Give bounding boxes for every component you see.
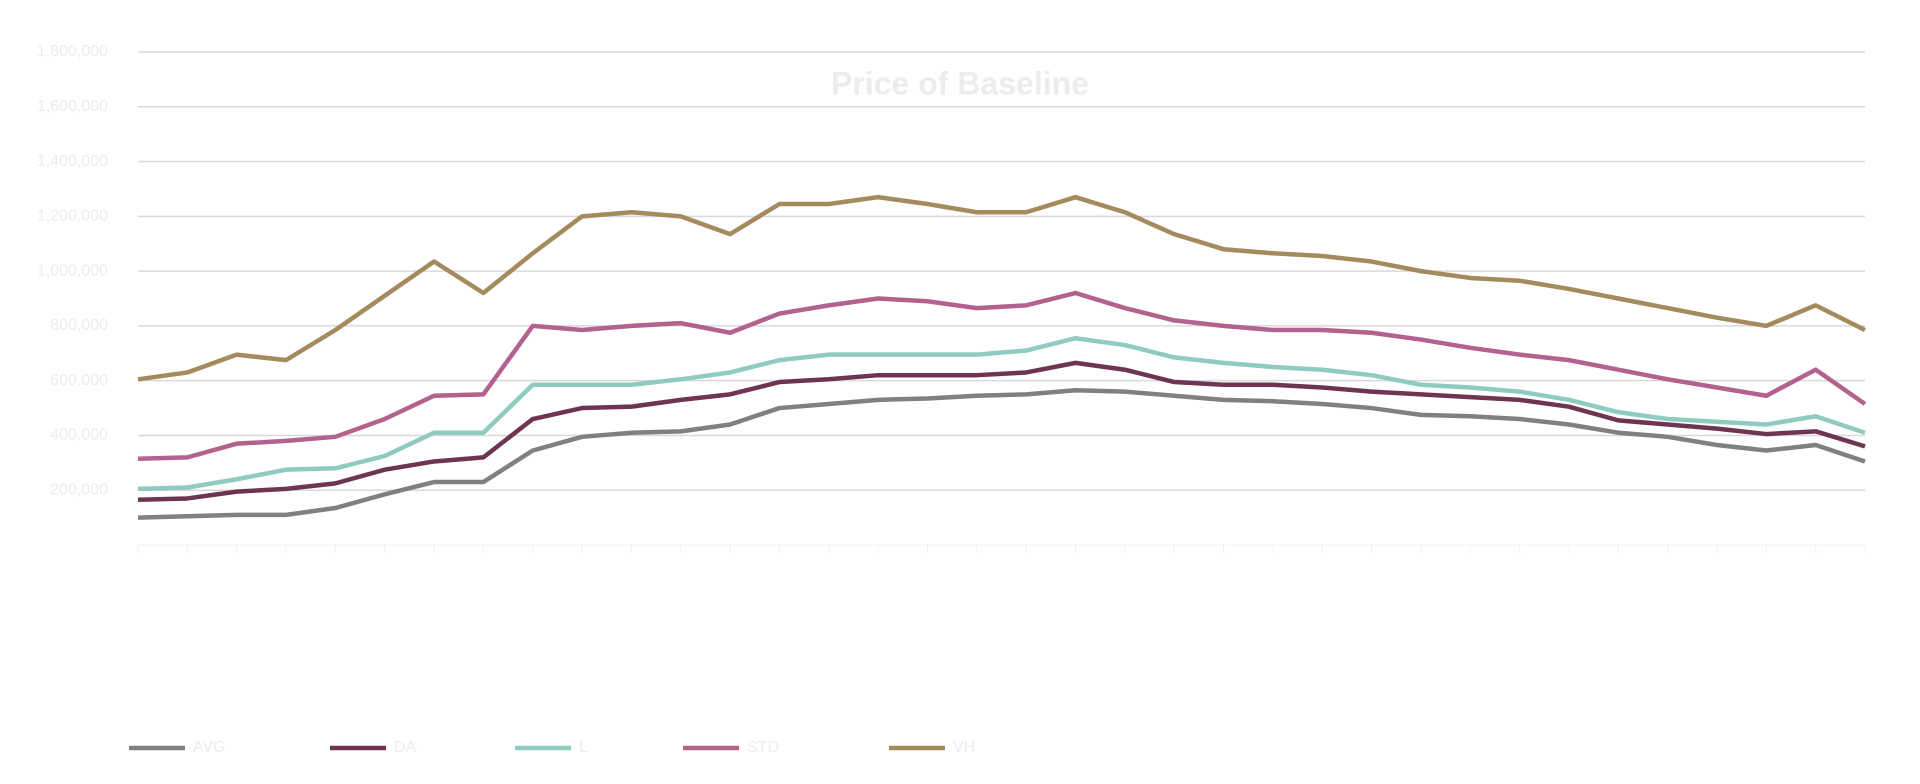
series-line (137, 290, 1867, 461)
series-line (137, 335, 1866, 492)
legend-label: STD (747, 739, 779, 756)
y-tick-label: 600,000 (50, 372, 108, 389)
y-tick-label: 800,000 (50, 317, 108, 334)
y-tick-label: 1,200,000 (37, 208, 108, 225)
y-tick-label: 1,400,000 (37, 153, 108, 170)
legend-label: L (579, 739, 588, 756)
y-tick-label: 1,000,000 (37, 262, 108, 279)
series-line (137, 194, 1867, 382)
y-tick-label: 1,800,000 (37, 43, 108, 60)
y-tick-label: 400,000 (50, 427, 108, 444)
series-line (137, 360, 1866, 503)
legend-label: DA (394, 739, 417, 756)
series-line (137, 388, 1866, 520)
y-tick-label: 200,000 (50, 481, 108, 498)
chart-title: Price of Baseline (831, 65, 1089, 101)
legend-label: VH (953, 739, 975, 756)
y-tick-label: 1,600,000 (37, 98, 108, 115)
legend-label: AVG (193, 739, 226, 756)
